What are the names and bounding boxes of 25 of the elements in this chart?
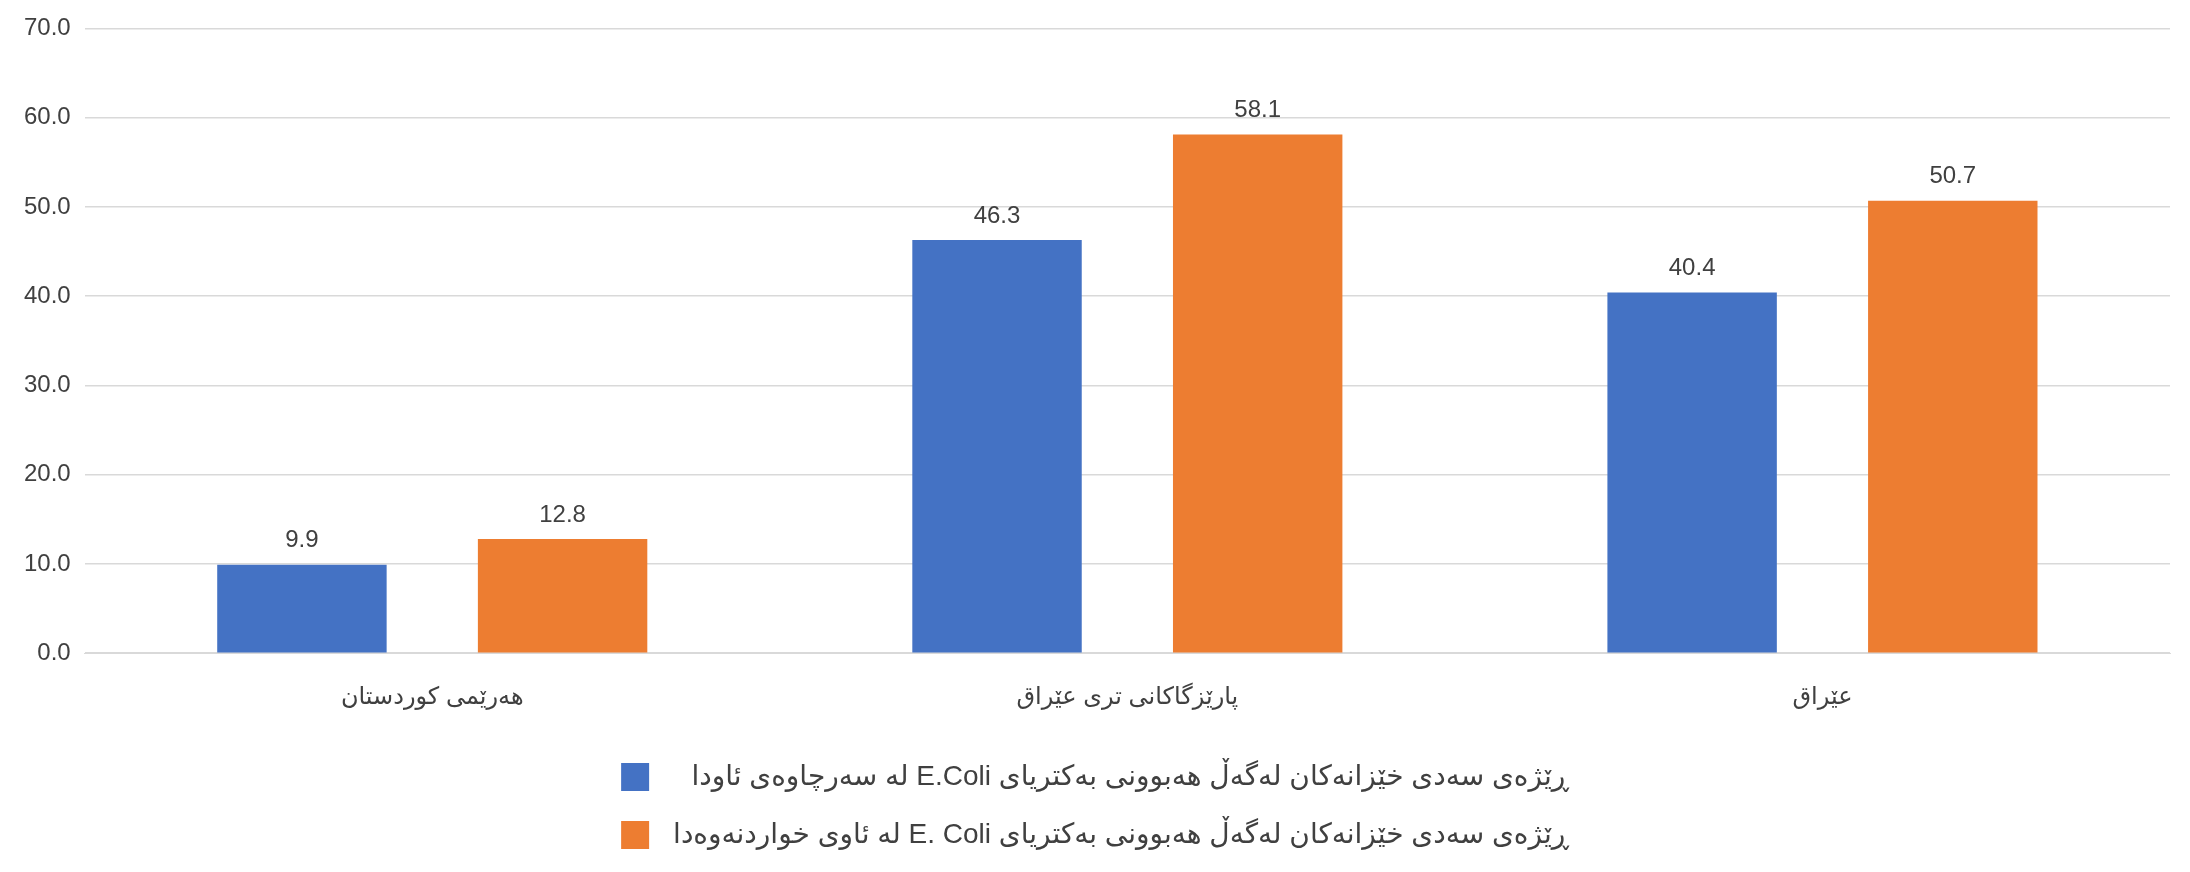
data-label: 50.7 [1929, 161, 1977, 189]
y-tick-label: 50.0 [23, 191, 71, 219]
y-tick-label: 70.0 [23, 13, 71, 41]
bar [1607, 292, 1777, 653]
bar [912, 239, 1082, 653]
y-tick-label: 10.0 [23, 548, 71, 576]
y-tick-label: 30.0 [23, 370, 71, 398]
bar [477, 538, 648, 653]
legend-label: ڕێژەی سەدی خێزانەکان لەگەڵ هەبوونی بەکتریای E. Coli لە ئاوی خواردنەوەدا [673, 815, 1570, 850]
y-tick-label: 60.0 [23, 102, 71, 130]
legend-label: ڕێژەی سەدی خێزانەکان لەگەڵ هەبوونی بەکتریای E.Coli لە سەرچاوەی ئاودا [691, 757, 1570, 792]
data-label: 46.3 [973, 200, 1021, 228]
bar [217, 564, 387, 653]
x-tick-label: هەرێمی کوردستان [340, 682, 524, 711]
data-label: 9.9 [285, 525, 319, 553]
data-label: 58.1 [1234, 95, 1282, 123]
x-tick-label: پارێزگاکانی تری عێراق [1016, 682, 1239, 711]
data-label: 12.8 [539, 499, 586, 527]
data-label: 40.4 [1668, 253, 1716, 281]
y-tick-label: 40.0 [23, 280, 71, 308]
bar [1172, 134, 1343, 653]
y-tick-label: 0.0 [37, 637, 71, 665]
bar [1868, 200, 2038, 653]
y-tick-label: 20.0 [23, 459, 71, 487]
x-tick-label: عێراق [1792, 682, 1853, 711]
